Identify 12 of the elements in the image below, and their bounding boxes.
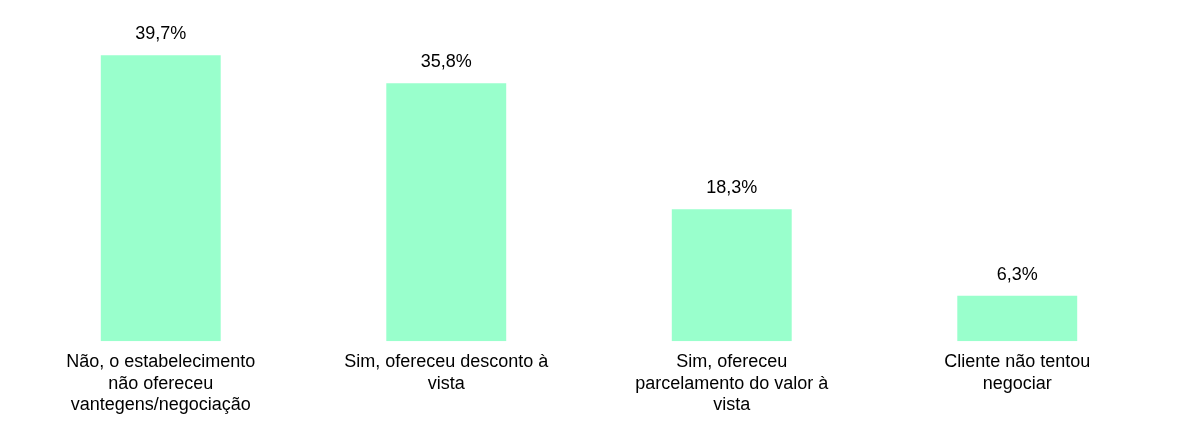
data-label: 18,3% xyxy=(706,177,758,198)
data-label: 35,8% xyxy=(420,51,472,72)
bar xyxy=(100,55,221,342)
bar xyxy=(386,83,507,342)
x-tick-label: Cliente não tentou negociar xyxy=(944,350,1091,393)
bar xyxy=(957,295,1078,342)
bar xyxy=(671,209,792,342)
data-label: 39,7% xyxy=(135,23,187,44)
data-label: 6,3% xyxy=(996,263,1038,284)
x-tick-label: Sim, ofereceu desconto à vista xyxy=(344,350,550,393)
x-tick-label: Sim, ofereceu parcelamento do valor à vista xyxy=(635,350,830,415)
x-tick-label: Não, o estabelecimento não ofereceu vantegens/negociação xyxy=(66,350,256,415)
